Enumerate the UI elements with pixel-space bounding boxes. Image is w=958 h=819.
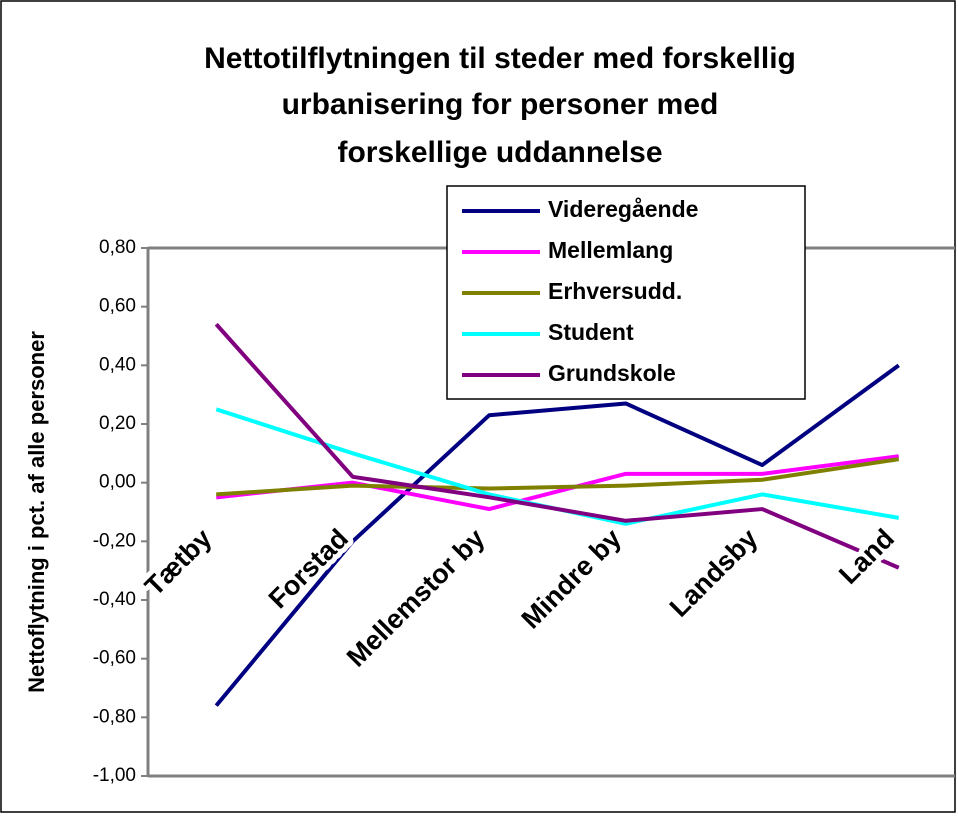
legend-label: Student — [548, 319, 634, 345]
y-tick-label: -0,80 — [93, 706, 136, 727]
y-tick-label: 0,60 — [99, 296, 136, 317]
y-tick-label: 0,80 — [99, 237, 136, 258]
y-tick-label: -1,00 — [93, 765, 136, 786]
y-tick-label: 0,00 — [99, 472, 136, 493]
y-tick-label: -0,60 — [93, 648, 136, 669]
series-line — [216, 457, 900, 497]
legend-label: Mellemlang — [548, 237, 673, 263]
y-axis-label: Nettoflytning i pct. af alle personer — [24, 331, 49, 693]
y-tick-label: 0,40 — [99, 354, 136, 375]
chart-title: forskellige uddannelse — [337, 136, 662, 169]
chart-title: urbanisering for personer med — [282, 88, 719, 121]
legend-label: Videregående — [548, 196, 698, 222]
y-tick-label: -0,40 — [93, 589, 136, 610]
y-tick-label: 0,20 — [99, 413, 136, 434]
y-tick-label: -0,20 — [93, 530, 136, 551]
chart-title: Nettotilflytningen til steder med forske… — [204, 42, 796, 75]
series-line — [214, 322, 900, 570]
legend-label: Grundskole — [548, 360, 676, 386]
series-line — [214, 363, 900, 707]
legend-label: Erhversudd. — [548, 278, 682, 304]
